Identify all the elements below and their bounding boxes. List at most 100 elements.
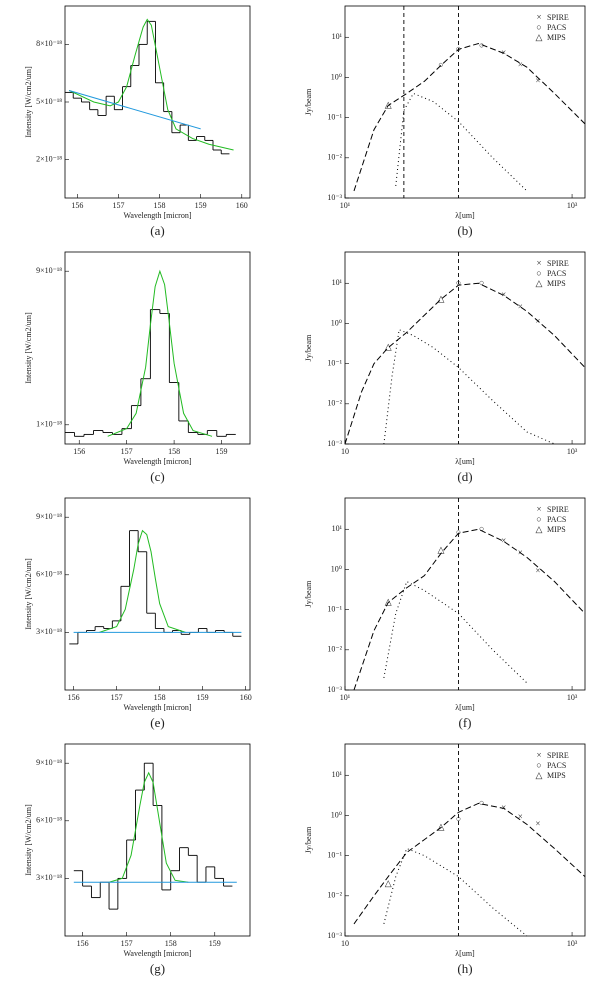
caption: (g) [150, 961, 165, 976]
x-tick-label: 157 [111, 693, 123, 702]
curve [353, 42, 586, 192]
x-axis-label: λ[um] [455, 703, 475, 712]
curve [68, 18, 234, 151]
x-tick-label: 10 [341, 939, 349, 948]
legend-label: SPIRE [547, 505, 569, 514]
x-tick-label: 157 [121, 447, 133, 456]
curve [107, 269, 213, 437]
y-tick-label: 10⁻³ [327, 931, 342, 940]
data-point: △ [385, 597, 392, 607]
y-axis-label: Jy/beam [304, 88, 313, 115]
data-point: × [535, 75, 540, 85]
legend-marker: ○ [536, 514, 541, 524]
y-tick-label: 10⁻² [327, 399, 342, 408]
data-point: △ [385, 100, 392, 110]
legend-label: MIPS [547, 771, 566, 780]
legend-marker: × [536, 12, 541, 22]
y-tick-label: 10¹ [332, 32, 343, 41]
x-tick-label: 158 [154, 201, 166, 210]
data-point: ○ [479, 277, 484, 287]
data-point: × [535, 818, 540, 828]
data-point: × [518, 811, 523, 821]
curve [383, 328, 555, 445]
legend-marker: ○ [536, 760, 541, 770]
y-tick-label: 8×10⁻¹⁸ [36, 39, 62, 48]
legend-label: MIPS [547, 279, 566, 288]
y-axis-label: Jy/beam [304, 826, 313, 853]
y-tick-label: 6×10⁻¹⁸ [36, 570, 62, 579]
data-point: × [501, 535, 506, 545]
y-tick-label: 3×10⁻¹⁸ [36, 627, 62, 636]
data-point: ○ [456, 527, 461, 537]
y-axis-label: Intensity [W/cm2/um] [24, 558, 33, 630]
y-tick-label: 10⁻³ [327, 439, 342, 448]
curve [108, 771, 189, 883]
curve [68, 90, 201, 130]
x-axis-label: Wavelength [micron] [124, 949, 192, 958]
x-tick-label: 159 [195, 201, 207, 210]
plot-frame [344, 497, 586, 691]
legend-marker: × [536, 750, 541, 760]
legend-label: MIPS [547, 525, 566, 534]
data-point: ○ [438, 59, 443, 69]
x-tick-label: 156 [68, 693, 80, 702]
legend-label: PACS [547, 23, 566, 32]
y-axis-label: Intensity [W/cm2/um] [24, 804, 33, 876]
x-tick-label: 159 [197, 693, 209, 702]
legend-marker: × [536, 504, 541, 514]
data-point: × [501, 47, 506, 57]
y-tick-label: 6×10⁻¹⁸ [36, 816, 62, 825]
y-tick-label: 10⁰ [331, 810, 342, 819]
legend-marker: ○ [536, 22, 541, 32]
x-tick-label: 10¹ [340, 201, 351, 210]
caption: (b) [457, 223, 472, 238]
caption: (a) [150, 223, 164, 238]
data-point: △ [437, 544, 444, 554]
data-point: ○ [456, 277, 461, 287]
caption: (h) [457, 961, 472, 976]
x-tick-label: 158 [154, 693, 166, 702]
data-point: ○ [456, 813, 461, 823]
legend-label: SPIRE [547, 259, 569, 268]
curve [344, 282, 586, 445]
data-point: △ [385, 342, 392, 352]
y-tick-label: 10⁰ [331, 564, 342, 573]
y-axis-label: Intensity [W/cm2/um] [24, 312, 33, 384]
curve [395, 92, 528, 192]
x-tick-label: 160 [236, 201, 248, 210]
data-point: × [518, 59, 523, 69]
x-tick-label: 159 [216, 447, 228, 456]
curve [353, 528, 586, 691]
x-tick-label: 160 [240, 693, 252, 702]
legend-marker: × [536, 258, 541, 268]
data-point: ○ [479, 797, 484, 807]
legend-marker: △ [536, 524, 543, 534]
curve [383, 580, 528, 684]
x-tick-label: 156 [77, 939, 89, 948]
y-axis-label: Intensity [W/cm2/um] [24, 66, 33, 138]
x-tick-label: 10¹ [340, 693, 351, 702]
x-axis-label: Wavelength [micron] [124, 211, 192, 220]
y-tick-label: 10⁻³ [327, 193, 342, 202]
x-tick-label: 159 [209, 939, 221, 948]
y-tick-label: 3×10⁻¹⁸ [36, 873, 62, 882]
caption: (f) [459, 715, 472, 730]
legend-label: PACS [547, 515, 566, 524]
y-tick-label: 10⁻³ [327, 685, 342, 694]
y-tick-label: 10⁻¹ [327, 850, 342, 859]
y-axis-label: Jy/beam [304, 580, 313, 607]
plot-frame [64, 743, 251, 937]
data-point: × [535, 565, 540, 575]
y-tick-label: 10⁰ [331, 72, 342, 81]
y-tick-label: 10¹ [332, 524, 343, 533]
curve [99, 529, 186, 633]
y-tick-label: 10⁻² [327, 645, 342, 654]
legend-marker: △ [536, 278, 543, 288]
legend-marker: ○ [536, 268, 541, 278]
data-point: ○ [456, 43, 461, 53]
data-point: △ [437, 293, 444, 303]
x-axis-label: Wavelength [micron] [124, 457, 192, 466]
y-tick-label: 1×10⁻¹⁸ [36, 420, 62, 429]
y-tick-label: 10⁻¹ [327, 112, 342, 121]
y-tick-label: 10⁰ [331, 318, 342, 327]
